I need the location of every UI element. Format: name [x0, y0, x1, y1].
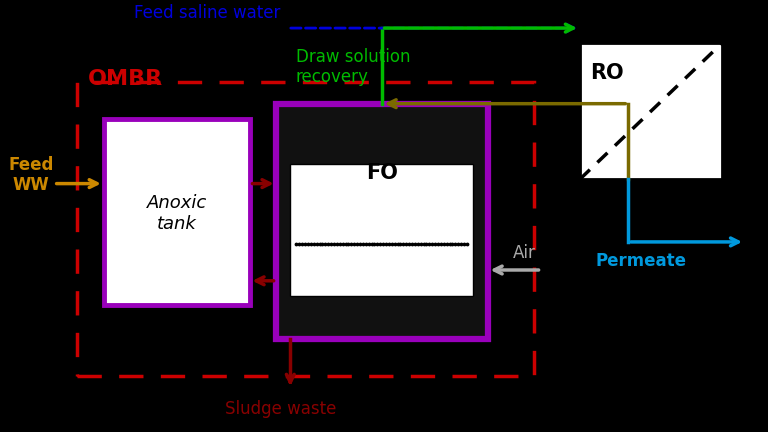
Bar: [580, 43, 722, 179]
Text: OMBR: OMBR: [88, 69, 164, 89]
Bar: [104, 119, 250, 305]
Text: Feed
WW: Feed WW: [8, 156, 54, 194]
Text: Air: Air: [513, 244, 536, 262]
Text: Anoxic
tank: Anoxic tank: [147, 194, 207, 233]
Bar: [276, 104, 488, 339]
Text: Sludge waste: Sludge waste: [224, 400, 336, 418]
Text: Draw solution
recovery: Draw solution recovery: [296, 48, 410, 86]
Text: RO: RO: [590, 63, 624, 83]
Bar: [290, 164, 473, 296]
Text: Feed saline water: Feed saline water: [134, 3, 280, 22]
Text: Permeate: Permeate: [595, 252, 686, 270]
Text: FO: FO: [366, 163, 398, 183]
Bar: [77, 82, 534, 376]
